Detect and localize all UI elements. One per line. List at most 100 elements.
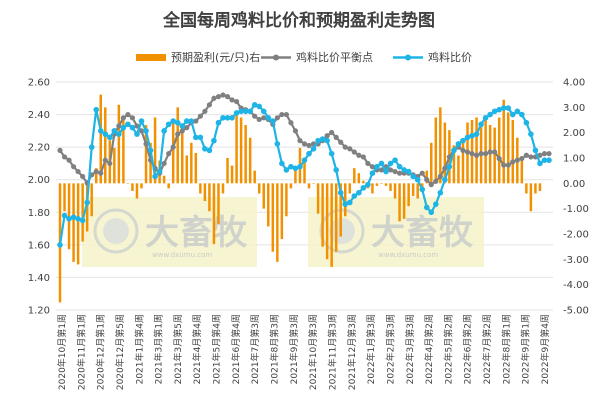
breakeven-point [492,149,498,155]
watermark-logo-icon [319,208,365,254]
breakeven-point [297,138,303,144]
profit-bar [276,183,279,262]
ratio-point [360,185,367,191]
watermark-brand: 大畜牧 [145,213,248,253]
profit-bar [348,183,352,194]
ratio-point [346,199,353,206]
profit-bar [434,117,438,184]
breakeven-point [224,94,231,100]
profit-bar [493,127,496,184]
ratio-point [383,168,389,175]
ratio-point [161,128,167,134]
profit-bar [443,122,447,184]
breakeven-point [342,144,348,150]
y-axis-left: 1.20 1.40 1.60 1.80 2.00 2.20 2.40 2.60 [28,78,50,317]
ratio-point [410,173,416,180]
profit-bar [303,158,306,184]
profit-bar [339,183,342,237]
breakeven-point [378,167,385,173]
ratio-point [179,123,186,129]
ratio-point [419,186,426,193]
ratio-point [414,176,421,183]
breakeven-point [365,160,371,167]
legend-swatch-profit [136,54,166,61]
x-tick-label: 2022年3月第3周 [404,314,416,384]
breakeven-point [116,123,122,129]
breakeven-point [460,147,466,153]
profit-bar [153,117,157,184]
ratio-point [147,147,154,154]
breakeven-point [125,111,131,118]
breakeven-point [528,154,534,160]
breakeven-point [107,160,113,167]
profit-bar [140,183,143,189]
breakeven-point [360,154,366,160]
ratio-point [356,189,362,196]
ratio-point [129,124,136,131]
y-right-tick-label: -1.00 [563,204,589,215]
ratio-point [337,189,344,196]
y-left-tick-label: 2.60 [28,78,50,89]
chart-title: 全国每周鸡料比价和预期盈利走势图 [162,10,435,31]
ratio-point [523,119,530,126]
ratio-point [229,115,235,121]
ratio-point [260,108,267,115]
profit-bar [126,183,130,184]
ratio-point [401,167,407,173]
y-left-tick-label: 2.40 [28,110,50,121]
profit-bar [362,180,365,184]
ratio-point [365,181,371,188]
ratio-point [428,209,435,216]
ratio-point [514,108,521,115]
breakeven-point [193,118,199,124]
breakeven-point [252,113,258,119]
breakeven-point [478,151,484,157]
breakeven-point [206,102,213,108]
profit-bar [398,183,401,222]
ratio-point [116,131,122,137]
profit-bar [72,183,75,262]
ratio-point [374,163,380,170]
profit-bar [149,142,152,184]
profit-bar [185,155,189,184]
ratio-point [206,147,213,154]
ratio-point [93,106,100,113]
ratio-point [79,217,86,224]
breakeven-point [211,95,217,101]
ratio-point [464,134,471,141]
profit-bar [312,183,315,184]
ratio-point [423,204,430,211]
profit-bar [321,183,324,247]
legend-marker-ratio [405,54,411,61]
breakeven-point [179,128,185,134]
x-tick-label: 2022年4月第2周 [423,314,435,384]
ratio-point [442,176,448,183]
profit-bar [239,117,243,184]
breakeven-point [279,111,285,118]
ratio-point [183,118,190,124]
ratio-point [532,147,539,154]
breakeven-point [324,133,330,139]
breakeven-point [93,168,99,175]
breakeven-point [510,159,516,165]
profit-bar [353,168,356,184]
breakeven-point [175,131,181,137]
ratio-point [138,118,145,124]
profit-bar [416,183,419,199]
profit-bar [257,183,261,194]
breakeven-point [464,149,471,155]
ratio-point [61,212,68,219]
breakeven-point [392,168,398,175]
breakeven-point [333,134,339,140]
ratio-point [482,115,489,121]
profit-bar [357,173,361,184]
breakeven-point [220,92,226,98]
breakeven-point [229,97,235,103]
ratio-point [279,160,285,167]
profit-bar [430,142,433,184]
ratio-point [460,137,466,144]
ratio-point [238,108,244,115]
ratio-point [188,118,195,124]
breakeven-point [143,141,149,147]
